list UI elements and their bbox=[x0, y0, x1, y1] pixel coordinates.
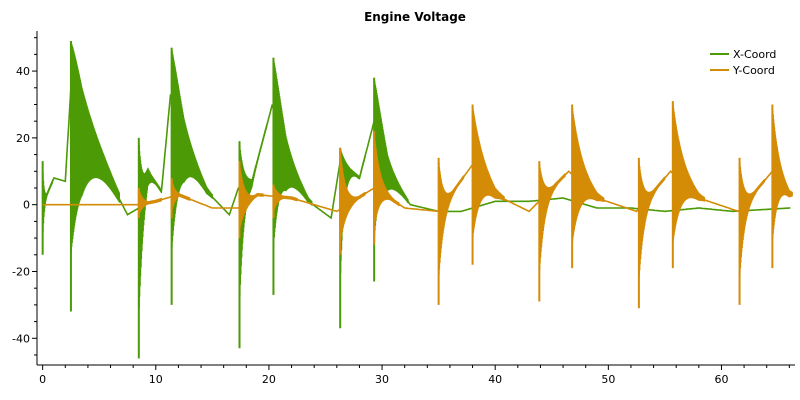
series-burst-2 bbox=[538, 161, 566, 277]
x-tick-label: 20 bbox=[262, 373, 276, 386]
series-burst-1 bbox=[138, 137, 166, 321]
x-tick-label: 30 bbox=[375, 373, 389, 386]
x-tick-label: 40 bbox=[488, 373, 502, 386]
series-burst-2 bbox=[771, 104, 793, 244]
x-tick-label: 10 bbox=[149, 373, 163, 386]
chart-title: Engine Voltage bbox=[364, 10, 466, 24]
y-tick-label: 40 bbox=[16, 65, 30, 78]
series-burst-2 bbox=[638, 157, 666, 284]
series-burst-1 bbox=[272, 57, 313, 249]
y-tick-label: 20 bbox=[16, 132, 30, 145]
x-tick-label: 60 bbox=[714, 373, 728, 386]
series-burst-1 bbox=[373, 77, 409, 242]
legend-label: Y-Coord bbox=[732, 64, 775, 77]
series-burst-1 bbox=[171, 47, 213, 254]
y-tick-label: -40 bbox=[12, 332, 30, 345]
series-line-2 bbox=[42, 163, 791, 213]
series-burst-2 bbox=[672, 101, 706, 245]
series-burst-1 bbox=[70, 41, 120, 256]
series-burst-2 bbox=[571, 104, 605, 245]
series-line-1 bbox=[41, 87, 791, 220]
y-tick-label: -20 bbox=[12, 265, 30, 278]
x-tick-label: 50 bbox=[601, 373, 615, 386]
legend: X-Coord Y-Coord bbox=[710, 48, 776, 77]
series-burst-2 bbox=[739, 157, 766, 282]
plot-area: -40 -20 0 20 40 0 10 20 30 40 50 60 X-Coord Y-Coord bbox=[12, 31, 795, 386]
legend-label: X-Coord bbox=[733, 48, 776, 61]
series-burst-1 bbox=[42, 161, 54, 243]
series-burst-2 bbox=[438, 157, 465, 282]
y-tick-label: 0 bbox=[23, 199, 30, 212]
series-burst-2 bbox=[472, 104, 505, 240]
x-tick-label: 0 bbox=[39, 373, 46, 386]
